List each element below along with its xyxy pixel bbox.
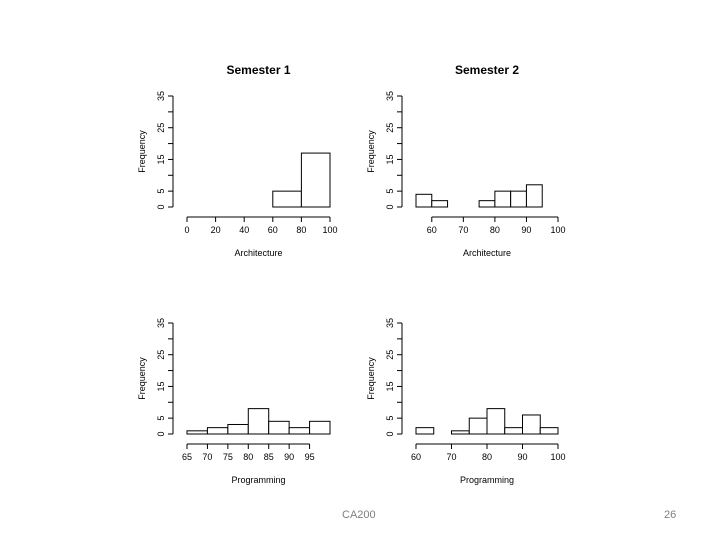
x-tick-label: 80 (296, 225, 306, 235)
histogram-bar (510, 190, 527, 208)
y-tick-label: 15 (385, 154, 395, 164)
x-tick-label: 90 (517, 452, 527, 462)
y-tick-label: 5 (156, 416, 166, 421)
y-tick-label: 35 (156, 91, 166, 101)
histogram-bar (539, 427, 559, 435)
histogram-bar (415, 193, 433, 208)
y-tick-label: 35 (385, 91, 395, 101)
y-tick-label: 35 (385, 318, 395, 328)
histogram-bar (206, 427, 229, 435)
histogram-bar (415, 427, 435, 435)
x-axis-label: Architecture (463, 248, 511, 258)
y-tick-label: 25 (385, 123, 395, 133)
x-axis-label: Programming (231, 475, 285, 485)
y-tick-label: 35 (156, 318, 166, 328)
y-tick-label: 5 (385, 416, 395, 421)
footer-page-number: 26 (664, 509, 677, 521)
chart-title: Semester 1 (226, 63, 290, 77)
y-tick-label: 25 (156, 350, 166, 360)
y-tick-label: 0 (156, 431, 166, 436)
y-tick-label: 15 (385, 381, 395, 391)
histogram-bar (288, 427, 311, 435)
x-tick-label: 80 (243, 452, 253, 462)
histogram-bar (268, 420, 290, 435)
x-axis-label: Architecture (234, 248, 282, 258)
histogram-bar (525, 184, 543, 208)
x-tick-label: 60 (268, 225, 278, 235)
x-tick-label: 60 (427, 225, 437, 235)
y-axis-label: Frequency (366, 357, 376, 400)
x-tick-label: 70 (458, 225, 468, 235)
histogram-panel-top-right: Semester 2 0 5 15 25 35 Frequency 60 70 80 90 100 Ar… (366, 63, 566, 258)
y-tick-label: 0 (385, 204, 395, 209)
x-tick-label: 65 (182, 452, 192, 462)
x-tick-label: 95 (305, 452, 315, 462)
histogram-panel-top-left: Semester 1 0 5 15 25 35 Frequency 0 20 40 60 80 100 A… (137, 63, 338, 258)
x-axis-label: Programming (460, 475, 514, 485)
histogram-bar (504, 427, 523, 435)
histogram-bar (309, 420, 331, 435)
x-tick-label: 80 (482, 452, 492, 462)
x-tick-label: 70 (446, 452, 456, 462)
x-tick-label: 70 (202, 452, 212, 462)
histogram-bar (451, 430, 470, 435)
x-tick-label: 75 (223, 452, 233, 462)
y-tick-label: 0 (156, 204, 166, 209)
y-tick-label: 5 (156, 189, 166, 194)
x-tick-label: 0 (184, 225, 189, 235)
y-tick-label: 15 (156, 154, 166, 164)
chart-title: Semester 2 (455, 63, 519, 77)
y-axis-label: Frequency (137, 357, 147, 400)
histogram-panel-bottom-right: 0 5 15 25 35 Frequency 60 70 80 90 100 Programming (366, 318, 566, 485)
histogram-panel-bottom-left: 0 5 15 25 35 Frequency 65 70 75 80 85 90 95 Programmi… (137, 318, 331, 485)
footer-course-label: CA200 (342, 509, 376, 521)
histogram-bar (227, 423, 249, 435)
y-tick-label: 25 (385, 350, 395, 360)
x-tick-label: 40 (239, 225, 249, 235)
x-tick-label: 60 (411, 452, 421, 462)
y-tick-label: 25 (156, 123, 166, 133)
x-tick-label: 90 (284, 452, 294, 462)
y-axis-label: Frequency (137, 130, 147, 173)
histogram-bar (522, 414, 541, 435)
histogram-bar (478, 200, 496, 208)
y-tick-label: 0 (385, 431, 395, 436)
x-tick-label: 90 (521, 225, 531, 235)
histogram-bar (247, 408, 270, 435)
histogram-bar (300, 152, 331, 208)
x-tick-label: 100 (550, 225, 565, 235)
histogram-bar (486, 408, 506, 435)
y-axis-label: Frequency (366, 130, 376, 173)
x-tick-label: 100 (322, 225, 337, 235)
x-tick-label: 20 (211, 225, 221, 235)
x-tick-label: 80 (490, 225, 500, 235)
histogram-bar (431, 200, 449, 208)
y-tick-label: 15 (156, 381, 166, 391)
x-tick-label: 85 (264, 452, 274, 462)
histogram-bar (494, 190, 512, 208)
x-tick-label: 100 (550, 452, 565, 462)
histogram-bar (272, 190, 302, 208)
y-tick-label: 5 (385, 189, 395, 194)
histogram-bar (468, 417, 488, 435)
histogram-bar (186, 430, 208, 435)
